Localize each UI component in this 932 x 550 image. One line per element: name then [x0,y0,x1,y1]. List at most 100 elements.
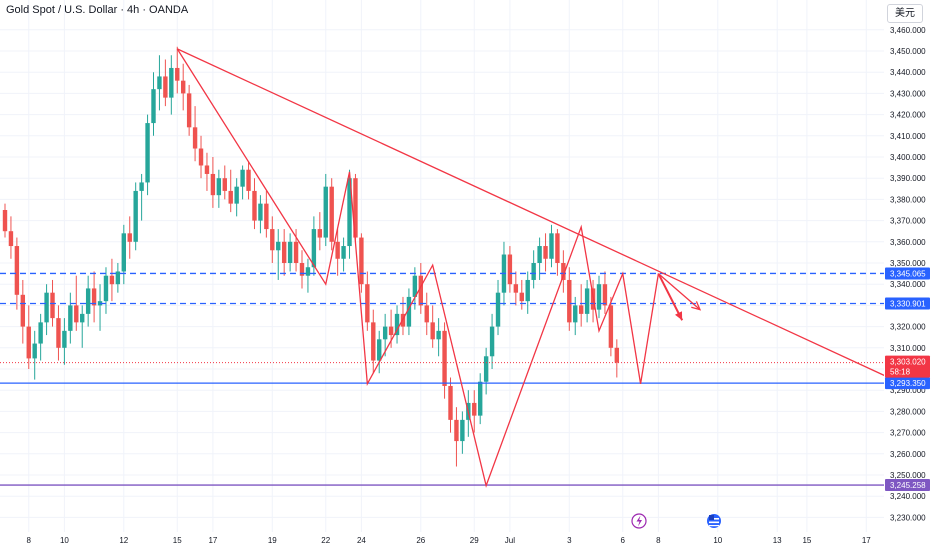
zigzag-pattern[interactable] [176,48,660,488]
level-price-tag[interactable]: 3,245.258 [885,479,930,492]
candle-body [228,190,233,204]
candle-body [133,190,138,242]
candle [359,233,364,293]
level-price-tag[interactable]: 3,330.901 [885,297,930,310]
candle [430,305,435,348]
candle [537,237,542,280]
current-price-label: 3,303.020 [890,358,926,367]
candle [145,114,150,196]
candles [2,46,620,467]
candle [14,237,20,310]
candle-body [388,326,394,336]
candle [186,84,192,136]
price-tag-bg [885,267,930,280]
candle-body [50,292,55,319]
candle [483,347,489,395]
price-tick-label: 3,250.000 [890,471,926,480]
time-tick-label: 19 [268,536,277,545]
candle [365,271,370,331]
us-flag-event-icon[interactable] [707,514,721,528]
candle-body [584,288,590,314]
candle [299,250,305,289]
candle [270,216,275,263]
candle [163,59,168,107]
candle [127,216,132,259]
candle [549,224,554,268]
price-tick-label: 3,370.000 [890,217,926,226]
time-axis-bg[interactable] [0,532,884,550]
price-tick-label: 3,430.000 [890,89,926,98]
candle-body [181,80,186,94]
candle [371,309,376,374]
candle-body [430,322,435,340]
candle-body [567,279,572,323]
candle-body [323,186,328,238]
time-tick-label: 15 [802,536,811,545]
candle [97,284,103,331]
candle-body [252,190,257,221]
candle [394,305,400,344]
candle-body [371,322,376,361]
candle [68,292,73,344]
level-price-tag[interactable]: 3,345.065 [885,267,930,280]
candle [495,279,501,336]
candle [74,275,79,331]
candle-body [85,288,91,314]
candle [157,55,162,111]
candle-body [281,241,287,263]
candle-body [210,173,216,196]
currency-button[interactable]: 美元 [887,4,923,23]
candle-body [38,322,43,344]
candle [418,263,423,314]
candle-body [602,284,608,306]
candle-body [139,182,144,191]
candle-body [335,241,340,259]
candle [323,173,328,247]
descending-trendline[interactable] [176,48,885,376]
candle-body [525,279,530,302]
price-tick-label: 3,360.000 [890,238,926,247]
candle [377,330,382,374]
candle [608,296,614,357]
candle-body [365,284,370,323]
candle-body [157,76,162,90]
time-tick-label: 29 [470,536,479,545]
price-tick-label: 3,280.000 [890,407,926,416]
candle [252,178,257,230]
candle [121,224,126,285]
time-tick-label: 3 [567,536,572,545]
candle-body [44,292,49,323]
price-tick-label: 3,450.000 [890,47,926,56]
projection-arrow-head [691,301,702,311]
candle-body [573,305,578,323]
candle [335,229,340,276]
projection-arrow-outline[interactable] [657,273,702,311]
candle [38,313,43,361]
candle [287,233,293,272]
level-price-tag[interactable]: 3,293.350 [885,377,930,390]
candle-body [578,305,584,314]
candle-body [555,233,560,263]
candle [513,271,519,306]
candle-body [382,326,388,340]
candle-body [8,231,14,247]
current-price-tag-bg [885,355,930,378]
candle [614,339,620,378]
candle [531,250,536,289]
price-tag-label: 3,293.350 [890,379,926,388]
projection-arrow-filled[interactable] [657,273,684,321]
candle-body [80,313,85,323]
candle [169,55,174,115]
candle-body [91,288,97,306]
time-tick-label: 15 [173,536,182,545]
flash-event-icon[interactable] [631,513,647,529]
price-tick-label: 3,340.000 [890,280,926,289]
candle-body [513,284,519,293]
price-tick-label: 3,400.000 [890,153,926,162]
candle-body [305,267,311,276]
candle [448,377,453,433]
countdown-label: 58:18 [890,368,911,377]
candle-body [121,233,126,272]
